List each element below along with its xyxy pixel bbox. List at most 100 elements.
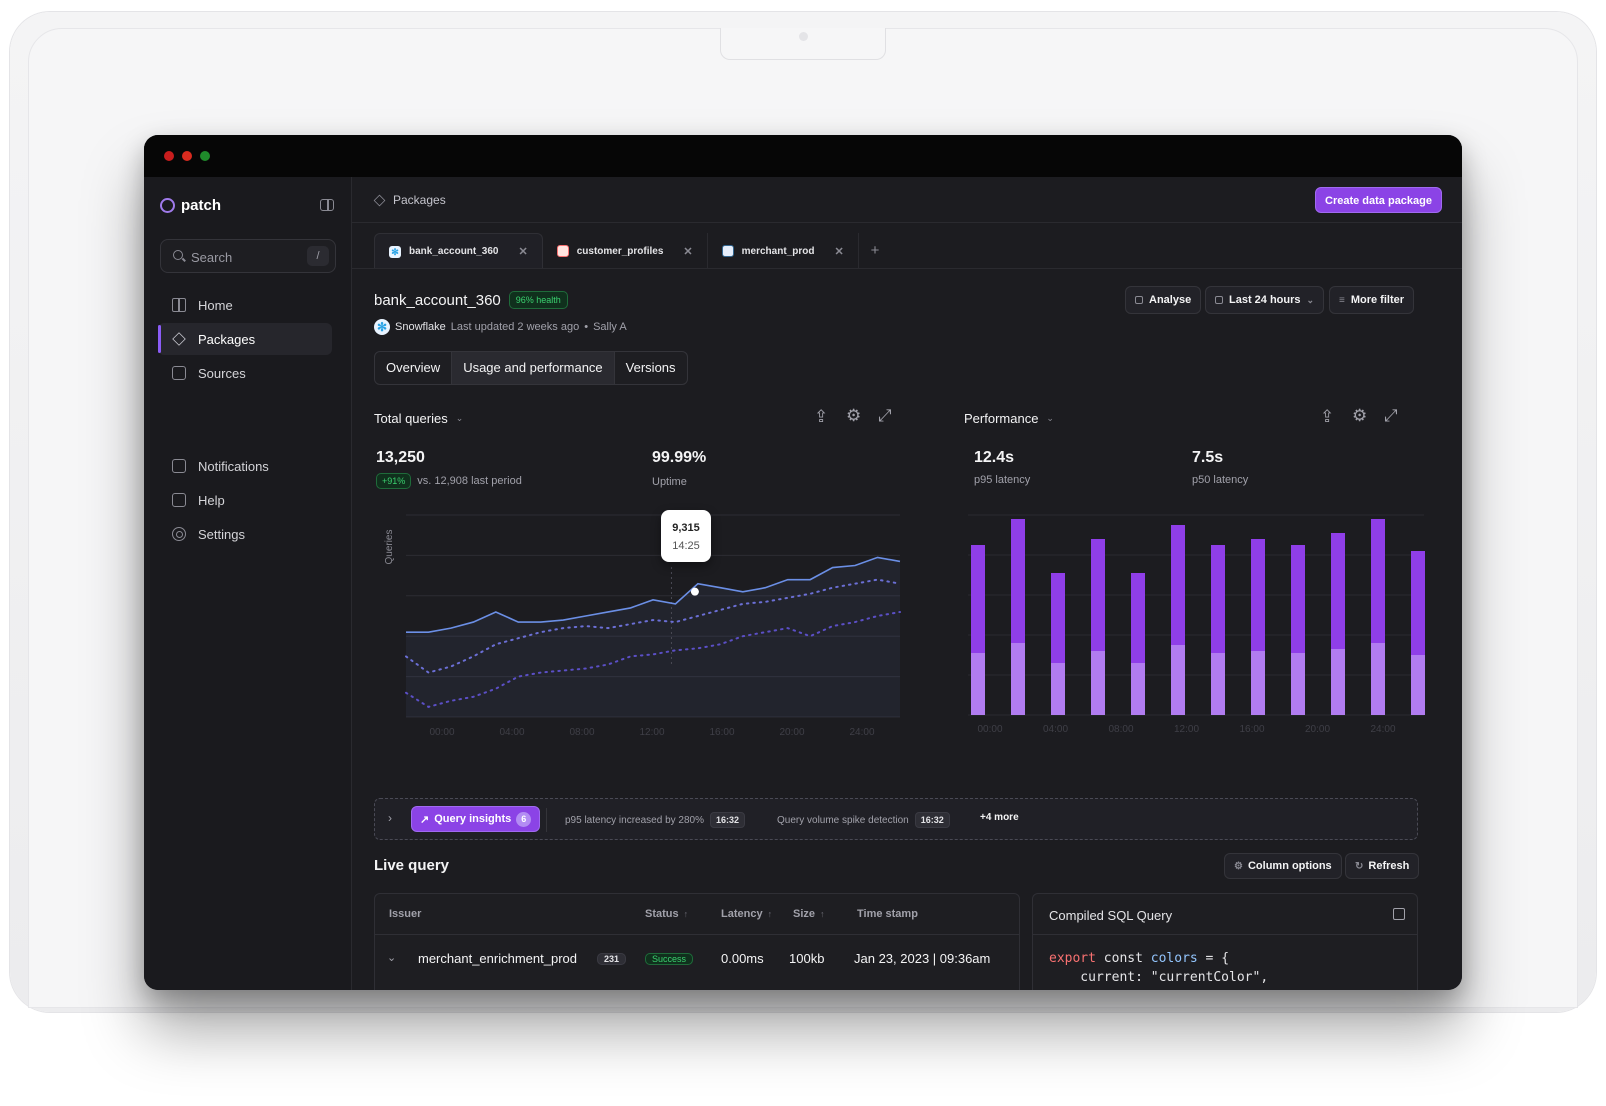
bell-icon (172, 459, 186, 473)
redshift-icon (556, 245, 569, 257)
settings-gear-icon[interactable]: ⚙ (1352, 406, 1368, 425)
divider (546, 808, 547, 832)
queries-comparison: +91% vs. 12,908 last period (376, 473, 522, 489)
column-header-status[interactable]: Status ↑ (645, 908, 688, 920)
view-tabs: Overview Usage and performance Versions (374, 351, 688, 385)
chevron-down-icon: ⌄ (1046, 413, 1054, 423)
tab-bank-account-360[interactable]: ✻ bank_account_360 ✕ (374, 233, 543, 269)
column-header-latency[interactable]: Latency ↑ (721, 908, 772, 920)
sidebar-item-packages[interactable]: Packages (158, 323, 332, 355)
tab-versions[interactable]: Versions (625, 360, 676, 375)
column-label: Status (645, 908, 679, 920)
more-insights-link[interactable]: +4 more (980, 812, 1019, 823)
issuer-count-badge: 231 (597, 953, 627, 965)
series-line-1 (406, 556, 901, 633)
sidebar-item-home[interactable]: Home (158, 289, 332, 321)
bar-p50 (1411, 655, 1425, 715)
status-badge: Success (645, 953, 694, 965)
last-updated: Last updated 2 weeks ago (450, 321, 580, 333)
sidebar-item-settings[interactable]: Settings (158, 518, 332, 550)
x-tick-label: 08:00 (569, 727, 594, 737)
title-bar (144, 135, 1462, 177)
sidebar-item-sources[interactable]: Sources (158, 357, 332, 389)
tab-merchant-prod[interactable]: merchant_prod ✕ (708, 233, 859, 269)
query-insights-button[interactable]: ↗ Query insights 6 (411, 806, 541, 832)
column-header-size[interactable]: Size ↑ (793, 908, 825, 920)
performance-bar-chart[interactable]: 00:00 04:00 08:00 12:00 16:00 20:00 24:00 (960, 497, 1430, 737)
brand-name: patch (181, 197, 222, 214)
close-window-button[interactable] (164, 151, 174, 161)
x-tick-label: 24:00 (1370, 724, 1395, 735)
x-tick-label: 12:00 (1174, 724, 1199, 735)
bar-p50 (1011, 643, 1025, 715)
tab-label: merchant_prod (741, 245, 815, 257)
minimize-window-button[interactable] (182, 151, 192, 161)
timestamp-cell: Jan 23, 2023 | 09:36am (854, 951, 991, 966)
column-header-timestamp[interactable]: Time stamp (857, 908, 918, 920)
queries-line-chart[interactable]: Queries 00:00 04:00 08:00 12:00 16:00 20:00 24:… (372, 497, 902, 737)
search-box[interactable]: / (160, 239, 336, 273)
x-tick-label: 00:00 (429, 727, 454, 737)
more-filter-label: More filter (1350, 294, 1405, 306)
column-options-button[interactable]: ⚙ Column options (1224, 853, 1342, 879)
breadcrumb[interactable]: Packages (373, 193, 446, 207)
close-tab-icon[interactable]: ✕ (683, 245, 693, 258)
queries-title-label: Total queries (374, 411, 448, 426)
bar-p50 (1251, 651, 1265, 715)
top-bar: Packages Create data package (352, 177, 1462, 223)
bar-p95 (1091, 539, 1105, 651)
bar-p95 (1411, 551, 1425, 655)
export-icon[interactable]: ⇪ (814, 407, 829, 426)
settings-gear-icon[interactable]: ⚙ (846, 406, 862, 425)
chart-tooltip: 9,315 14:25 (661, 510, 711, 562)
layers-icon (373, 194, 386, 206)
sidebar-item-help[interactable]: Help (158, 484, 332, 516)
tab-usage-performance[interactable]: Usage and performance (451, 352, 615, 384)
code-line: export const colors = { (1049, 951, 1229, 966)
insight-item[interactable]: Query volume spike detection 16:32 (777, 812, 950, 828)
brand[interactable]: patch (160, 197, 221, 214)
tab-customer-profiles[interactable]: customer_profiles ✕ (543, 233, 708, 269)
series-line-2 (405, 578, 901, 674)
expand-icon[interactable]: ⤢ (878, 406, 892, 425)
insight-time: 16:32 (709, 812, 746, 828)
search-input[interactable] (191, 248, 301, 266)
compiled-sql-panel: Compiled SQL Query export const colors =… (1032, 893, 1418, 990)
copy-icon[interactable] (1393, 908, 1405, 920)
time-range-select[interactable]: Last 24 hours ⌄ (1205, 286, 1325, 314)
health-badge: 96% health (508, 291, 568, 309)
sidebar-item-label: Notifications (198, 458, 269, 474)
maximize-window-button[interactable] (200, 151, 210, 161)
queries-panel-title[interactable]: Total queries ⌄ (374, 411, 463, 426)
add-tab-icon[interactable]: + (870, 242, 880, 259)
live-query-title: Live query (374, 857, 450, 874)
code-line: current: "currentColor", (1049, 970, 1269, 985)
sidebar-item-notifications[interactable]: Notifications (158, 450, 332, 482)
close-tab-icon[interactable]: ✕ (834, 245, 844, 258)
row-expand-chevron-icon[interactable]: ⌄ (387, 952, 397, 964)
column-header-issuer[interactable]: Issuer (389, 908, 421, 920)
p95-label: p95 latency (974, 474, 1031, 486)
column-label: Time stamp (857, 908, 918, 920)
create-data-package-button[interactable]: Create data package (1315, 187, 1442, 213)
bar-p95 (1331, 533, 1345, 649)
performance-panel-title[interactable]: Performance ⌄ (964, 411, 1054, 426)
tab-overview[interactable]: Overview (386, 360, 441, 375)
close-tab-icon[interactable]: ✕ (518, 246, 528, 258)
insight-item[interactable]: p95 latency increased by 280% 16:32 (565, 812, 746, 828)
chevron-right-icon[interactable]: › (388, 811, 392, 825)
x-tick-label: 16:00 (1239, 724, 1264, 735)
more-filter-button[interactable]: ≡ More filter (1329, 286, 1415, 314)
change-badge: +91% (376, 473, 412, 489)
sidebar-toggle-icon[interactable] (320, 199, 334, 211)
refresh-button[interactable]: ↻ Refresh (1345, 853, 1420, 879)
x-tick-label: 16:00 (709, 727, 734, 737)
query-insights-bar: › ↗ Query insights 6 p95 latency increas… (374, 798, 1418, 840)
p50-label: p50 latency (1192, 474, 1249, 486)
export-icon[interactable]: ⇪ (1320, 407, 1335, 426)
analyse-button[interactable]: Analyse (1125, 286, 1202, 314)
bar-p95 (1051, 573, 1065, 663)
camera-icon (799, 32, 808, 41)
comparison-text: vs. 12,908 last period (417, 475, 522, 487)
expand-icon[interactable]: ⤢ (1384, 406, 1398, 425)
